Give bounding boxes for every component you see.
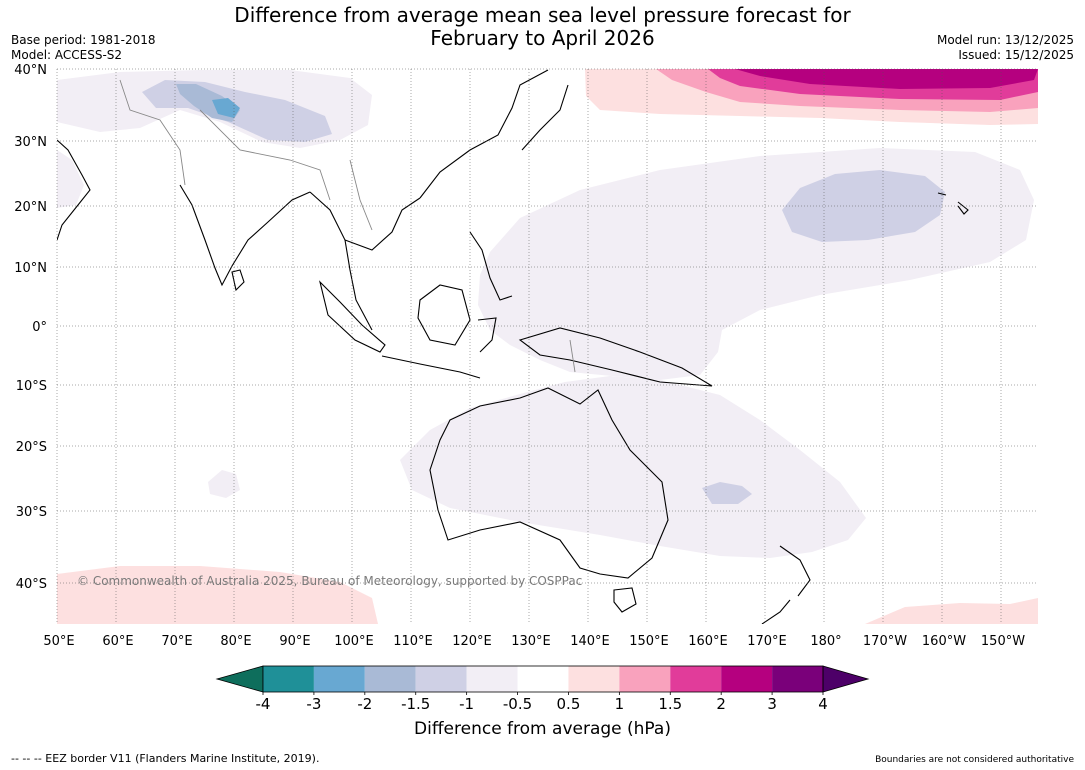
colorbar: -4 -3 -2 -1.5 -1 -0.5 0.5 1 1.5 2 3 4 bbox=[215, 665, 870, 713]
colorbar-segment bbox=[772, 666, 823, 692]
coast-new-guinea bbox=[518, 327, 713, 387]
lon-label: 70°E bbox=[161, 634, 192, 649]
lon-label: 90°E bbox=[279, 634, 310, 649]
lon-label: 120°E bbox=[452, 634, 492, 649]
colorbar-tick-label: 3 bbox=[767, 695, 777, 713]
lat-label: 40°S bbox=[16, 577, 47, 592]
colorbar-tick-label: 1.5 bbox=[658, 695, 682, 713]
coast-india bbox=[179, 184, 311, 287]
pos-vstrong-north-pacific bbox=[735, 69, 1038, 89]
colorbar-tick-label: -4 bbox=[256, 695, 271, 713]
boundaries-disclaimer: Boundaries are not considered authoritat… bbox=[875, 755, 1074, 765]
lon-label: 170°W bbox=[863, 634, 907, 649]
colorbar-segment bbox=[313, 666, 365, 692]
coast-sulawesi bbox=[477, 317, 497, 353]
latitude-labels: 40°N 30°N 20°N 10°N 0° 10°S 20°S 30°S 40°S bbox=[14, 63, 47, 592]
colorbar-label: Difference from average (hPa) bbox=[414, 719, 671, 739]
lon-label: 160°W bbox=[922, 634, 966, 649]
coast-new-zealand bbox=[761, 545, 811, 624]
lon-label: 150°E bbox=[629, 634, 669, 649]
lon-label: 80°E bbox=[220, 634, 251, 649]
colorbar-segment bbox=[466, 666, 518, 692]
longitude-labels: 50°E 60°E 70°E 80°E 90°E 100°E 110°E 120°E 130°E… bbox=[43, 634, 1025, 649]
lon-label: 60°E bbox=[102, 634, 133, 649]
title-line-2: February to April 2026 bbox=[430, 26, 655, 50]
lat-label: 30°S bbox=[16, 505, 47, 520]
neg-mod-hawaii bbox=[782, 170, 945, 242]
lat-label: 20°N bbox=[14, 200, 47, 215]
graticule bbox=[56, 68, 1038, 624]
coast-sri-lanka bbox=[231, 269, 245, 292]
pos-weak-southern-west bbox=[57, 566, 378, 624]
lon-label: 100°E bbox=[334, 634, 374, 649]
model-run: Model run: 13/12/2025 bbox=[936, 33, 1074, 47]
colorbar-frame bbox=[262, 665, 824, 693]
neg-strong-core bbox=[212, 98, 240, 118]
anomaly-shading bbox=[57, 69, 1038, 624]
pos-weak-southern-east bbox=[865, 598, 1038, 624]
meta-left: Base period: 1981-2018 Model: ACCESS-S2 bbox=[11, 33, 156, 63]
colorbar-extend-low bbox=[215, 665, 264, 693]
meta-right: Model run: 13/12/2025 Issued: 15/12/2025 bbox=[937, 33, 1074, 63]
colorbar-segment bbox=[263, 666, 314, 692]
coast-tasmania bbox=[613, 587, 637, 613]
colorbar-segment bbox=[364, 666, 416, 692]
coast-philippines bbox=[469, 231, 513, 301]
coast-japan bbox=[521, 84, 569, 151]
country-borders bbox=[119, 79, 576, 373]
lat-label: 20°S bbox=[16, 440, 47, 455]
coast-arabia bbox=[57, 139, 91, 241]
chart-title: Difference from average mean sea level p… bbox=[0, 4, 1085, 50]
colorbar-tick-label: -1 bbox=[459, 695, 474, 713]
title-line-1: Difference from average mean sea level p… bbox=[234, 3, 851, 27]
colorbar-tick-label: 2 bbox=[716, 695, 726, 713]
colorbar-tick-label: 0.5 bbox=[557, 695, 581, 713]
lon-label: 140°E bbox=[570, 634, 610, 649]
lon-label: 50°E bbox=[43, 634, 74, 649]
lon-label: 160°E bbox=[688, 634, 728, 649]
coastlines bbox=[57, 69, 969, 624]
lat-label: 0° bbox=[32, 320, 47, 335]
coast-sumatra bbox=[319, 280, 386, 353]
colorbar-segment bbox=[721, 666, 773, 692]
model-name: Model: ACCESS-S2 bbox=[11, 48, 123, 62]
neg-weak-west-edge bbox=[57, 150, 84, 208]
base-period: Base period: 1981-2018 bbox=[11, 33, 156, 47]
colorbar-segment bbox=[415, 666, 467, 692]
lon-label: 130°E bbox=[511, 634, 551, 649]
lat-label: 10°N bbox=[14, 261, 47, 276]
eez-legend-note: -- -- -- EEZ border V11 (Flanders Marine… bbox=[11, 752, 320, 765]
lat-label: 30°N bbox=[14, 135, 47, 150]
copyright-notice: © Commonwealth of Australia 2025, Bureau… bbox=[77, 574, 583, 588]
colorbar-tick-label: 4 bbox=[818, 695, 828, 713]
coast-australia bbox=[429, 387, 669, 579]
neg-weak-australia bbox=[400, 376, 866, 558]
lat-label: 10°S bbox=[16, 379, 47, 394]
neg-weak-indian-ocean bbox=[208, 470, 240, 498]
colorbar-tick-label: -2 bbox=[357, 695, 372, 713]
colorbar-segment bbox=[568, 666, 620, 692]
lon-label: 170°E bbox=[747, 634, 787, 649]
colorbar-tick-label: -0.5 bbox=[503, 695, 532, 713]
colorbar-tick-label: -3 bbox=[306, 695, 321, 713]
colorbar-segment bbox=[670, 666, 722, 692]
colorbar-tick-label: 1 bbox=[615, 695, 625, 713]
lon-label: 180° bbox=[810, 634, 841, 649]
coast-borneo bbox=[417, 284, 471, 346]
coast-china bbox=[419, 69, 549, 199]
lon-label: 110°E bbox=[393, 634, 433, 649]
colorbar-extend-high bbox=[822, 665, 870, 693]
lon-label: 150°W bbox=[981, 634, 1025, 649]
colorbar-tick-label: -1.5 bbox=[401, 695, 430, 713]
colorbar-segment bbox=[619, 666, 671, 692]
issued-date: Issued: 15/12/2025 bbox=[958, 48, 1074, 62]
lat-label: 40°N bbox=[14, 63, 47, 78]
colorbar-segment bbox=[517, 666, 569, 692]
neg-mod-east-australia bbox=[702, 482, 752, 504]
